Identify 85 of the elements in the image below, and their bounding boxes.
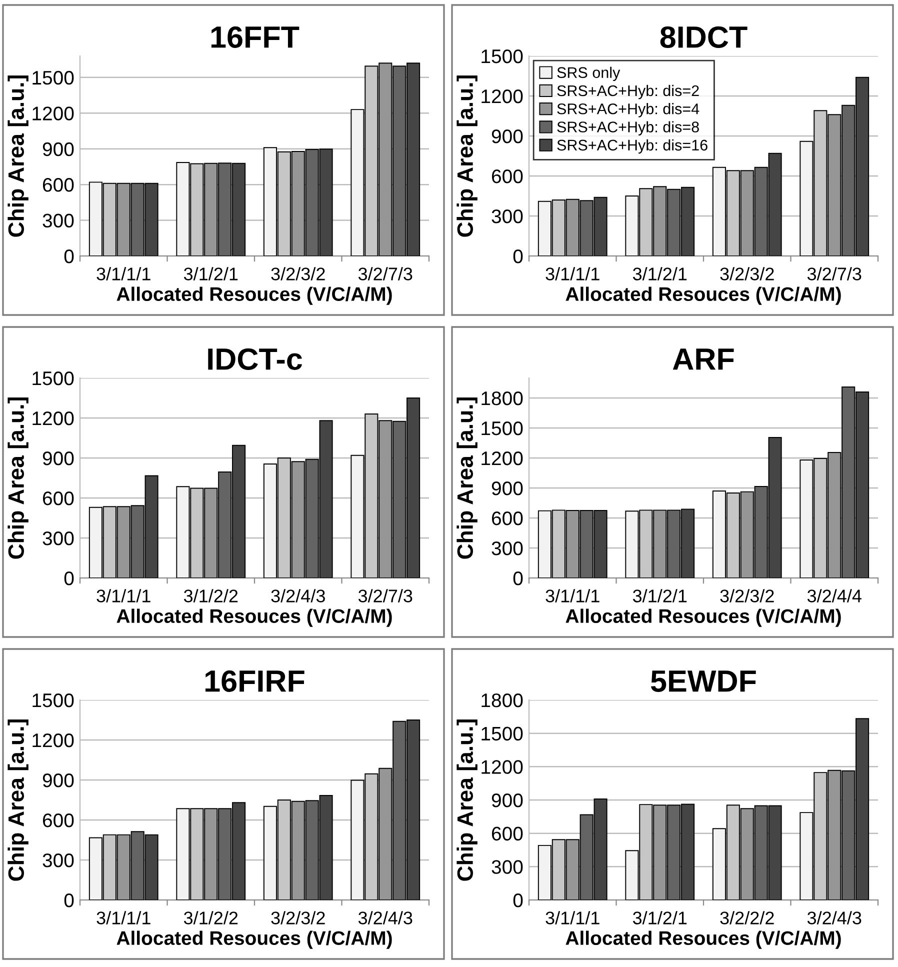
y-tick-label: 600	[42, 813, 74, 828]
x-tick-label: 3/1/2/1	[184, 267, 238, 280]
x-tick-label: 3/2/3/2	[720, 267, 774, 280]
chart-title: 16FFT	[211, 26, 300, 48]
y-tick-label: 1200	[482, 89, 523, 104]
y-tick-label: 1800	[482, 693, 523, 708]
x-axis-title: Allocated Resouces (V/C/A/M)	[116, 930, 392, 949]
x-axis-title: Allocated Resouces (V/C/A/M)	[566, 930, 841, 949]
x-tick-label: 3/2/4/3	[271, 589, 325, 602]
y-tick-label: 1800	[482, 391, 523, 406]
legend-label: SRS+AC+Hyb: dis=16	[557, 139, 708, 154]
x-tick-label: 3/1/2/2	[184, 589, 238, 602]
x-axis-title: Allocated Resouces (V/C/A/M)	[566, 286, 841, 305]
y-tick-label: 1500	[32, 693, 74, 708]
y-tick-label: 0	[64, 571, 74, 586]
x-tick-label: 3/2/7/3	[358, 267, 412, 280]
y-tick-label: 900	[492, 129, 523, 144]
y-tick-label: 1200	[482, 451, 523, 466]
y-tick-label: 1500	[32, 371, 74, 386]
y-tick-label: 1500	[482, 49, 523, 64]
legend-label: SRS+AC+Hyb: dis=8	[557, 121, 699, 136]
y-axis-title: Chip Area [a.u.]	[8, 720, 28, 881]
chart-title: 8IDCT	[660, 26, 748, 48]
x-tick-label: 3/2/4/3	[807, 911, 862, 924]
y-axis-title: Chip Area [a.u.]	[456, 76, 478, 237]
y-axis-title: Chip Area [a.u.]	[456, 720, 478, 881]
x-tick-label: 3/1/1/1	[96, 589, 150, 602]
x-tick-label: 3/1/2/1	[632, 911, 687, 924]
y-tick-label: 0	[513, 893, 523, 908]
chart-title: IDCT-c	[208, 348, 302, 370]
x-tick-label: 3/2/7/3	[807, 267, 862, 280]
x-tick-label: 3/1/2/2	[184, 911, 238, 924]
x-tick-label: 3/1/2/1	[632, 589, 687, 602]
legend-label: SRS+AC+Hyb: dis=4	[557, 103, 700, 118]
y-tick-label: 1200	[32, 733, 74, 748]
y-tick-label: 300	[42, 214, 74, 228]
x-axis-title: Allocated Resouces (V/C/A/M)	[116, 286, 392, 305]
chart-title: 16FIRF	[205, 670, 304, 692]
chart-title: 5EWDF	[650, 670, 756, 692]
legend-label: SRS+AC+Hyb: dis=2	[557, 84, 699, 100]
y-tick-label: 1500	[32, 70, 74, 85]
x-tick-label: 3/1/1/1	[96, 267, 150, 280]
x-axis-title: Allocated Resouces (V/C/A/M)	[566, 608, 841, 627]
y-tick-label: 300	[42, 531, 74, 546]
x-tick-label: 3/1/1/1	[546, 267, 600, 280]
y-tick-label: 1500	[482, 726, 523, 741]
y-tick-label: 600	[492, 826, 523, 841]
legend-label: SRS only	[557, 66, 620, 82]
y-tick-label: 0	[513, 571, 523, 586]
y-tick-label: 300	[492, 209, 523, 224]
y-axis-title: Chip Area [a.u.]	[8, 76, 28, 237]
y-tick-label: 1200	[32, 106, 74, 120]
x-tick-label: 3/1/1/1	[546, 911, 600, 924]
y-tick-label: 1200	[32, 411, 74, 426]
x-tick-label: 3/1/1/1	[96, 911, 150, 924]
y-tick-label: 0	[513, 249, 523, 264]
y-tick-label: 600	[42, 178, 74, 192]
y-axis-title: Chip Area [a.u.]	[456, 398, 478, 559]
x-axis-title: Allocated Resouces (V/C/A/M)	[116, 608, 392, 627]
x-tick-label: 3/2/3/2	[720, 589, 774, 602]
y-tick-label: 600	[492, 511, 523, 526]
y-tick-label: 300	[492, 541, 523, 556]
y-axis-title: Chip Area [a.u.]	[8, 398, 28, 559]
y-tick-label: 900	[492, 793, 523, 808]
x-tick-label: 3/1/1/1	[546, 589, 600, 602]
x-tick-label: 3/2/7/3	[358, 589, 412, 602]
y-tick-label: 900	[42, 451, 74, 466]
x-tick-label: 3/2/3/2	[271, 267, 325, 280]
x-tick-label: 3/2/4/4	[807, 589, 862, 602]
y-tick-label: 300	[492, 860, 523, 874]
y-tick-label: 0	[64, 893, 74, 908]
y-tick-label: 300	[42, 853, 74, 868]
x-tick-label: 3/1/2/1	[632, 267, 687, 280]
chart-title: ARF	[672, 348, 734, 370]
y-tick-label: 900	[492, 481, 523, 496]
y-tick-label: 1500	[482, 421, 523, 436]
y-tick-label: 900	[42, 142, 74, 156]
y-tick-label: 600	[42, 491, 74, 506]
y-tick-label: 0	[64, 249, 74, 264]
y-tick-label: 900	[42, 773, 74, 788]
y-tick-label: 1200	[482, 760, 523, 774]
x-tick-label: 3/2/4/3	[358, 911, 412, 924]
y-tick-label: 600	[492, 169, 523, 184]
x-tick-label: 3/2/3/2	[271, 911, 325, 924]
x-tick-label: 3/2/2/2	[720, 911, 774, 924]
